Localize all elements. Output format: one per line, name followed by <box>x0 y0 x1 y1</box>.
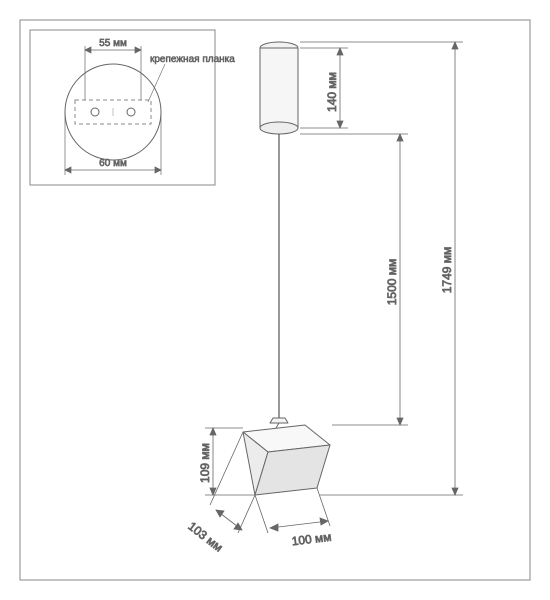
dim-width: 100 мм <box>255 488 332 548</box>
main-svg: 140 мм 1500 мм 1749 мм 109 мм <box>0 0 550 600</box>
dim-canopy-label: 140 мм <box>325 72 339 112</box>
canopy <box>260 42 298 134</box>
dim-canopy-h: 140 мм <box>300 48 348 128</box>
dim-depth: 103 мм <box>185 432 255 555</box>
dim-depth-label: 103 мм <box>185 519 225 555</box>
dim-width-label: 100 мм <box>291 530 332 549</box>
dim-cable: 1500 мм <box>300 134 408 425</box>
drawing-canvas: 140 мм 1500 мм 1749 мм 109 мм <box>0 0 550 600</box>
inset-title: крепежная планка <box>150 54 235 65</box>
fixture <box>243 418 330 495</box>
dim-inset-top-label: 55 мм <box>99 38 127 49</box>
dim-fixture-h-label: 109 мм <box>198 443 212 483</box>
dim-cable-label: 1500 мм <box>385 259 399 306</box>
dim-total-label: 1749 мм <box>440 247 454 294</box>
dim-inset-bottom-label: 60 мм <box>99 158 127 169</box>
